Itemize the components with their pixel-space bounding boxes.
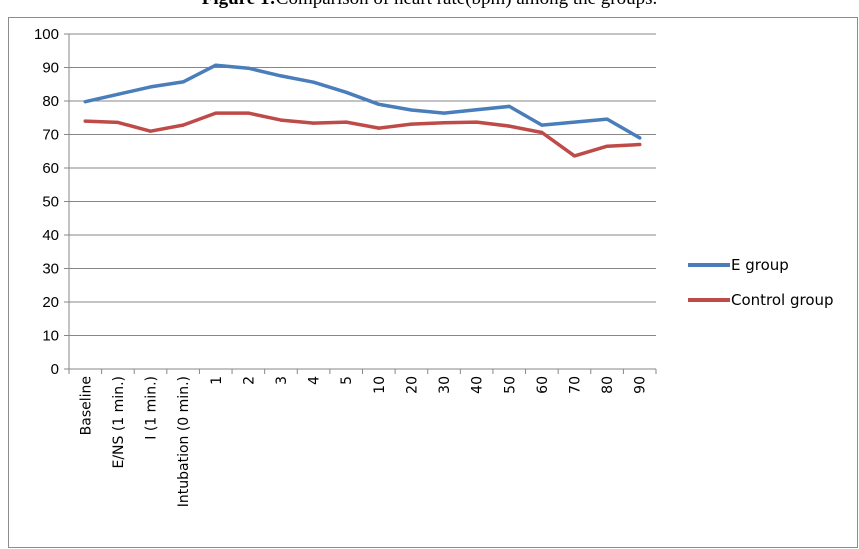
- y-tick-labels: 0 10 20 30 40 50 60 70 80 90 100: [34, 26, 59, 378]
- y-tick-label-90: 90: [42, 60, 59, 77]
- x-tick-label-6: 3: [274, 376, 290, 385]
- x-tick-label-12: 40: [470, 376, 486, 394]
- series-1-point-12: [475, 120, 479, 124]
- series-0-point-17: [638, 136, 642, 140]
- series-1-point-11: [442, 121, 446, 125]
- x-tick-label-13: 50: [502, 376, 518, 394]
- series-0-point-12: [475, 108, 479, 112]
- y-tick-label-40: 40: [42, 227, 59, 244]
- series-0-point-8: [344, 90, 348, 94]
- series-0-point-1: [116, 92, 120, 96]
- series-0-point-6: [279, 74, 283, 78]
- axes: [64, 33, 657, 374]
- x-tick-label-5: 2: [241, 376, 257, 385]
- x-tick-label-9: 10: [372, 376, 388, 394]
- chart-title-text: Comparison of heart rate(bpm) among the …: [276, 0, 657, 9]
- series-0-point-2: [148, 85, 153, 89]
- series-1-point-14: [540, 130, 544, 135]
- x-tick-label-15: 70: [567, 376, 583, 394]
- series-0-point-10: [409, 108, 414, 112]
- series-0-point-14: [540, 123, 544, 127]
- x-tick-labels: Baseline E/NS (1 min.) I (1 min.) Intubatio…: [78, 376, 648, 507]
- series-0-point-3: [181, 80, 185, 84]
- x-tick-label-14: 60: [535, 376, 551, 394]
- y-tick-label-70: 70: [42, 127, 59, 144]
- legend: E group Control group: [688, 256, 834, 309]
- x-tick-label-17: 90: [633, 376, 649, 394]
- series-0-point-11: [442, 111, 446, 115]
- series-1-point-7: [311, 121, 316, 125]
- series-0-point-4: [214, 63, 218, 67]
- legend-label-0: E group: [731, 256, 789, 274]
- series-0-point-15: [572, 120, 577, 124]
- series-1-point-10: [409, 122, 414, 126]
- x-tick-label-1: E/NS (1 min.): [111, 376, 127, 469]
- y-tick-label-80: 80: [42, 93, 59, 110]
- series-1-point-6: [279, 118, 283, 122]
- series-line-0: [83, 63, 642, 140]
- series-1-point-2: [148, 129, 153, 133]
- series-0-point-0: [83, 100, 87, 104]
- x-tick-label-0: Baseline: [78, 376, 94, 435]
- legend-label-1: Control group: [731, 291, 834, 309]
- x-tick-label-4: 1: [209, 376, 225, 385]
- series-1-point-17: [638, 142, 642, 147]
- series-0-point-5: [246, 66, 250, 70]
- y-tick-label-10: 10: [42, 328, 59, 345]
- y-tick-label-20: 20: [42, 294, 59, 311]
- series-0-point-7: [311, 80, 316, 84]
- series-1-point-9: [377, 126, 381, 130]
- series-lines: [83, 63, 642, 158]
- series-1-point-8: [344, 120, 348, 124]
- y-tick-label-30: 30: [42, 261, 59, 278]
- series-0-point-9: [377, 102, 381, 106]
- chart-title: Figure 1:Comparison of heart rate(bpm) a…: [0, 0, 859, 10]
- x-tick-label-7: 4: [307, 376, 323, 385]
- series-1-point-4: [214, 111, 218, 115]
- series-0-point-13: [507, 104, 511, 108]
- series-1-point-0: [83, 119, 87, 123]
- series-0-point-16: [605, 117, 609, 121]
- x-tick-label-3: Intubation (0 min.): [176, 376, 192, 507]
- chart-frame: [8, 17, 858, 548]
- series-1-point-1: [116, 120, 120, 125]
- series-1-point-15: [572, 154, 577, 158]
- gridlines: [69, 33, 656, 336]
- y-tick-label-100: 100: [34, 26, 59, 43]
- x-tick-label-10: 20: [404, 376, 420, 394]
- y-tick-label-50: 50: [42, 194, 59, 211]
- x-tick-label-2: I (1 min.): [144, 376, 160, 440]
- y-tick-label-60: 60: [42, 160, 59, 177]
- x-tick-label-16: 80: [600, 376, 616, 394]
- chart-title-label: Figure 1:: [202, 0, 276, 9]
- x-tick-label-11: 30: [437, 376, 453, 394]
- series-1-point-13: [507, 124, 511, 128]
- series-1-point-5: [246, 111, 250, 115]
- series-1-point-3: [181, 123, 185, 127]
- series-1-point-16: [605, 144, 609, 148]
- x-tick-label-8: 5: [339, 376, 355, 385]
- y-tick-label-0: 0: [51, 361, 59, 378]
- series-line-1: [83, 111, 642, 158]
